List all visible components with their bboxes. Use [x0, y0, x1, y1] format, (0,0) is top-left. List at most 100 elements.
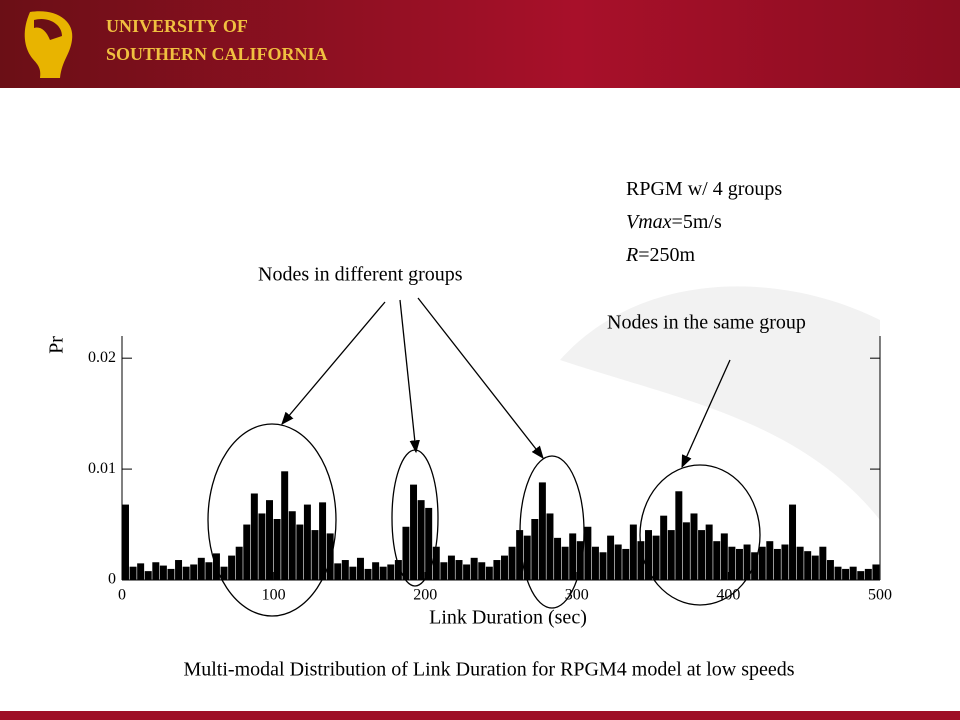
bar [266, 500, 273, 580]
bar [781, 544, 789, 580]
bar [379, 566, 387, 580]
bar [410, 484, 418, 580]
footer-band [0, 711, 960, 720]
bar [129, 566, 137, 580]
bar [228, 555, 236, 580]
bar [523, 535, 531, 580]
bar [751, 552, 759, 580]
bar [538, 482, 546, 580]
bar [190, 564, 198, 580]
ellipse [639, 464, 761, 606]
bar [584, 526, 592, 580]
x-tick-label: 300 [565, 587, 589, 604]
bar [440, 562, 448, 580]
bar [501, 555, 508, 580]
bar [296, 524, 304, 580]
bar [561, 546, 569, 580]
annotation-part: R [625, 244, 638, 266]
bar [319, 502, 327, 580]
logo [24, 11, 73, 78]
bar [311, 530, 319, 580]
bar [804, 551, 812, 580]
bar [212, 553, 220, 580]
annotation-part: Vmax [626, 211, 672, 233]
bar [811, 555, 819, 580]
bar [773, 548, 781, 580]
bar [455, 560, 463, 580]
bar [137, 563, 145, 580]
bar [789, 504, 797, 580]
watermark [560, 286, 880, 520]
bar [417, 500, 425, 580]
bar [364, 568, 372, 580]
bar [402, 526, 410, 580]
x-tick-label: 100 [262, 587, 286, 604]
bar [485, 566, 493, 580]
x-tick-label: 200 [413, 587, 437, 604]
bar [356, 557, 364, 580]
bar [690, 513, 698, 580]
bar [334, 563, 342, 580]
bar [258, 513, 266, 580]
x-tick-label: 500 [868, 587, 892, 604]
bar [554, 537, 562, 580]
bar [698, 530, 706, 580]
bar [182, 566, 190, 580]
bar [842, 568, 850, 580]
bar [167, 568, 175, 580]
annotation: Nodes in different groups [258, 264, 463, 286]
bar [493, 560, 501, 580]
bar [220, 566, 228, 580]
arrow [417, 297, 544, 460]
bar [743, 544, 751, 580]
bar [826, 560, 834, 580]
annotation: RPGM w/ 4 groups [626, 178, 782, 200]
bar [576, 541, 584, 580]
bar [288, 511, 296, 580]
bar [796, 546, 804, 580]
arrow [681, 359, 731, 469]
bar [758, 546, 766, 580]
bar [508, 546, 516, 580]
bar [713, 541, 721, 580]
bar [637, 541, 645, 580]
bar [720, 533, 728, 580]
arrow [281, 301, 386, 425]
annotation: Vmax=5m/s [626, 211, 722, 233]
annotation-part: =250m [638, 244, 695, 266]
bar [432, 546, 440, 580]
bar [705, 524, 713, 580]
annotation: Nodes in the same group [607, 312, 806, 334]
bar [281, 471, 289, 580]
y-tick-label: 0.01 [88, 460, 116, 477]
x-axis-label: Link Duration (sec) [429, 607, 587, 629]
bar [250, 493, 258, 580]
bar [834, 566, 842, 580]
bar [470, 557, 478, 580]
bar [387, 564, 395, 580]
bar [652, 535, 660, 580]
bar [447, 555, 455, 580]
header-band [0, 0, 960, 88]
header-line: SOUTHERN CALIFORNIA [106, 44, 328, 64]
bar [735, 548, 743, 580]
bar [243, 524, 251, 580]
bar [152, 562, 160, 580]
bar [622, 548, 630, 580]
bar [607, 535, 615, 580]
bar [531, 519, 539, 580]
caption: Multi-modal Distribution of Link Duratio… [183, 659, 794, 681]
bar [682, 522, 690, 580]
annotation-part: =5m/s [672, 211, 722, 233]
y-tick-label: 0.02 [88, 349, 116, 366]
bar [819, 546, 827, 580]
bar [273, 519, 281, 580]
annotation-part: RPGM w/ 4 groups [626, 178, 782, 200]
bar [599, 552, 607, 580]
bar [341, 560, 349, 580]
bar [728, 546, 736, 580]
bar [667, 530, 675, 580]
bar [591, 546, 599, 580]
